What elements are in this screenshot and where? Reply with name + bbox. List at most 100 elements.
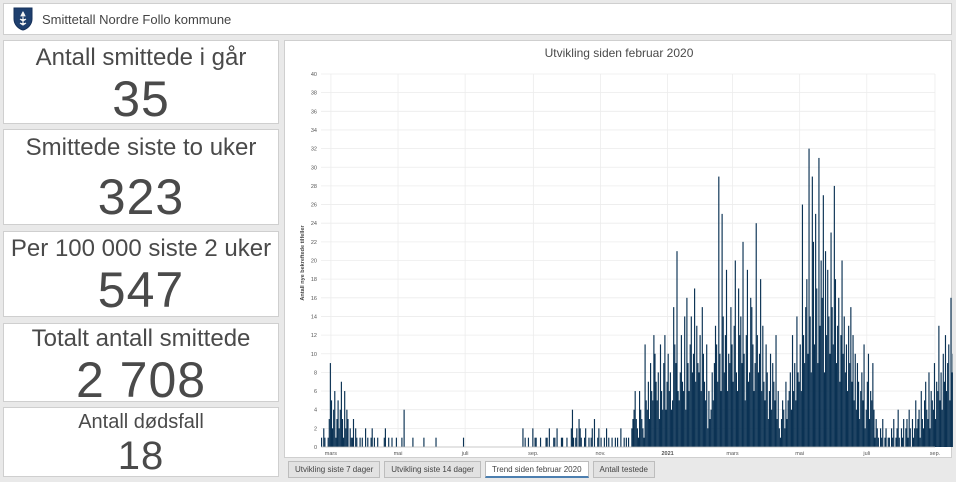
bar bbox=[800, 391, 802, 447]
bar bbox=[620, 428, 622, 447]
bar bbox=[680, 335, 682, 447]
bar bbox=[762, 325, 764, 447]
bar bbox=[866, 381, 868, 447]
bar bbox=[788, 391, 790, 447]
bar bbox=[932, 409, 934, 447]
x-tick-label: juli bbox=[461, 451, 469, 457]
bar bbox=[648, 419, 651, 447]
bar bbox=[347, 419, 349, 447]
bar bbox=[832, 344, 834, 447]
bar bbox=[623, 437, 625, 447]
bar bbox=[611, 437, 613, 447]
bar bbox=[717, 381, 719, 447]
bar bbox=[870, 391, 872, 447]
bar bbox=[738, 288, 740, 447]
bar bbox=[744, 400, 746, 448]
bar bbox=[824, 251, 827, 447]
bar bbox=[768, 391, 771, 447]
bar bbox=[935, 419, 937, 447]
bar bbox=[356, 437, 358, 447]
bar bbox=[783, 409, 785, 447]
bar bbox=[773, 381, 775, 447]
bar bbox=[560, 437, 563, 447]
y-tick-label: 34 bbox=[311, 128, 317, 134]
bar bbox=[355, 428, 357, 447]
bar bbox=[909, 428, 911, 447]
bar bbox=[840, 335, 842, 447]
bar bbox=[365, 428, 367, 447]
bar bbox=[882, 419, 884, 447]
bar bbox=[846, 391, 849, 447]
bar bbox=[412, 437, 414, 447]
bar bbox=[675, 363, 677, 447]
bar bbox=[756, 335, 758, 447]
bar bbox=[687, 363, 689, 447]
bar bbox=[815, 213, 817, 448]
bar bbox=[810, 372, 812, 447]
bar bbox=[667, 353, 669, 447]
bar bbox=[327, 437, 329, 447]
bar bbox=[665, 409, 667, 447]
bar bbox=[828, 316, 830, 447]
bar bbox=[535, 437, 537, 447]
bar bbox=[651, 391, 653, 447]
bar bbox=[349, 428, 351, 447]
bar bbox=[851, 381, 853, 447]
bar bbox=[863, 344, 865, 447]
tab-7-days[interactable]: Utvikling siste 7 dager bbox=[288, 461, 381, 478]
bar bbox=[739, 335, 741, 447]
bar bbox=[731, 344, 733, 447]
card-value: 547 bbox=[97, 262, 185, 317]
bar bbox=[806, 279, 808, 447]
bar bbox=[578, 419, 580, 447]
bar bbox=[723, 372, 725, 447]
bar bbox=[657, 372, 659, 447]
bar bbox=[352, 419, 355, 447]
bar bbox=[837, 325, 839, 447]
bar bbox=[423, 437, 425, 447]
y-tick-label: 30 bbox=[311, 165, 317, 171]
card-value: 18 bbox=[117, 434, 165, 477]
bar bbox=[553, 437, 555, 447]
bar bbox=[755, 223, 757, 447]
tab-trend-since-feb-2020[interactable]: Trend siden februar 2020 bbox=[484, 461, 589, 478]
bar bbox=[546, 437, 548, 447]
bar bbox=[812, 241, 815, 447]
y-tick-label: 20 bbox=[311, 259, 317, 265]
bar bbox=[951, 372, 953, 447]
bar bbox=[898, 437, 900, 447]
card-total-infected: Totalt antall smittede 2 708 bbox=[3, 323, 279, 402]
bar bbox=[749, 372, 751, 447]
bar bbox=[705, 400, 707, 448]
bar bbox=[383, 437, 385, 447]
bar bbox=[804, 363, 806, 447]
bar bbox=[903, 419, 905, 447]
card-infected-yesterday: Antall smittede i går 35 bbox=[3, 40, 279, 124]
bar bbox=[805, 307, 807, 448]
bar bbox=[522, 428, 524, 447]
bar bbox=[764, 400, 766, 448]
bar bbox=[911, 419, 914, 447]
bar bbox=[746, 269, 748, 447]
bar bbox=[566, 437, 568, 447]
tab-14-days[interactable]: Utvikling siste 14 dager bbox=[384, 461, 481, 478]
bar bbox=[600, 437, 602, 447]
bar bbox=[867, 353, 870, 447]
x-tick-label: mai bbox=[795, 451, 804, 457]
y-tick-label: 26 bbox=[311, 203, 317, 209]
bar bbox=[757, 372, 759, 447]
card-label: Totalt antall smittede bbox=[31, 325, 251, 352]
bar bbox=[799, 344, 801, 447]
bar bbox=[754, 363, 756, 447]
bar bbox=[884, 437, 886, 447]
bar bbox=[718, 176, 720, 447]
tab-tested[interactable]: Antall testede bbox=[592, 461, 656, 478]
bar bbox=[708, 391, 710, 447]
bar bbox=[776, 419, 778, 447]
bar bbox=[801, 204, 804, 447]
bar bbox=[583, 437, 586, 447]
bar bbox=[929, 428, 931, 447]
bar bbox=[719, 353, 721, 447]
bar bbox=[727, 391, 729, 447]
bar bbox=[689, 344, 691, 447]
